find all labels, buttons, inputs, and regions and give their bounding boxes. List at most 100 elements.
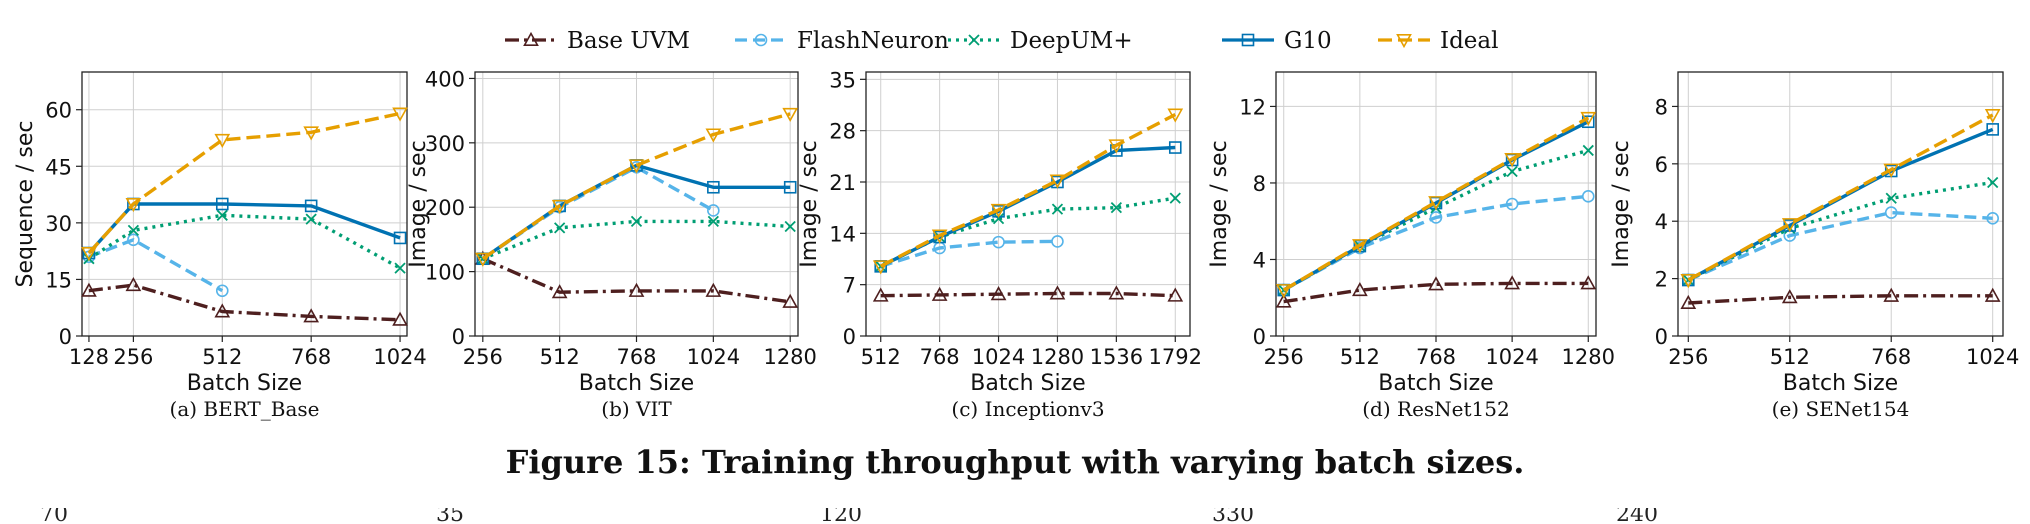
data-point-ideal [1428, 196, 1444, 211]
series-dum [875, 192, 1181, 272]
x-tick-label: 1024 [972, 345, 1025, 369]
data-point-base [1504, 275, 1520, 290]
y-tick-label: 4 [1655, 210, 1668, 234]
data-point-fn [127, 233, 140, 247]
y-tick-label: 60 [45, 99, 72, 123]
y-tick-label: 8 [1655, 95, 1668, 119]
data-point-fn [1505, 197, 1519, 211]
y-tick-label: 300 [425, 132, 465, 156]
data-point-dum [216, 209, 228, 221]
legend-label: G10 [1284, 28, 1332, 54]
series-fn [82, 233, 229, 298]
series-line-base [482, 257, 791, 304]
data-point-ideal [1781, 218, 1798, 233]
data-point-base [214, 303, 231, 318]
data-point-ideal [474, 252, 491, 267]
data-point-g10 [1986, 123, 1999, 136]
data-point-dum [992, 213, 1005, 225]
data-point-base [990, 286, 1007, 301]
data-point-g10 [393, 231, 407, 245]
x-tick-label: 1536 [1090, 345, 1143, 369]
y-tick-label: 0 [1655, 325, 1668, 349]
data-point-ideal [214, 133, 231, 149]
data-point-dum [1506, 165, 1518, 178]
x-tick-label: 768 [1871, 345, 1911, 369]
data-point-base [782, 293, 799, 308]
legend-marker-square [1241, 33, 1255, 47]
data-point-base [1428, 276, 1444, 291]
series-ideal [1680, 109, 2001, 289]
x-tick-label: 1024 [1485, 345, 1538, 369]
y-tick-label: 8 [1253, 172, 1266, 196]
subplot-caption: (c) Inceptionv3 [951, 397, 1104, 421]
y-axis-label: Image / sec [797, 140, 822, 267]
data-point-dum [784, 220, 796, 233]
data-point-base [931, 286, 948, 301]
data-point-fn [707, 204, 720, 217]
series-line-ideal [481, 112, 791, 261]
data-point-base [1275, 293, 1292, 308]
data-point-dum [1051, 203, 1064, 215]
data-point-g10 [783, 180, 797, 194]
next-figure-cropped-ticks: 70 35 120 330 240 [0, 508, 2030, 524]
legend: Base UVM FlashNeuron DeepUM+ G10 Ideal [505, 28, 1499, 54]
subplot-caption: (d) ResNet152 [1362, 397, 1509, 421]
data-point-dum [707, 215, 719, 228]
data-point-ideal [1580, 111, 1597, 127]
x-tick-label: 1280 [1562, 345, 1615, 369]
legend-marker-triangle-up [523, 31, 539, 47]
data-point-dum [554, 222, 566, 234]
legend-item: DeepUM+ [948, 28, 1133, 54]
series-base [474, 250, 799, 308]
data-point-base [628, 282, 645, 297]
y-axis-label: Sequence / sec [13, 120, 38, 287]
data-point-base [1167, 287, 1184, 302]
data-point-ideal [392, 107, 408, 122]
data-point-base [1883, 287, 1900, 302]
data-point-dum [1987, 176, 1999, 189]
series-line-base [1283, 281, 1589, 304]
legend-item: FlashNeuron [735, 28, 949, 54]
legend-label: Base UVM [567, 28, 690, 54]
series-line-g10 [1282, 120, 1590, 292]
data-point-dum [1885, 192, 1897, 204]
series-line-base [880, 291, 1176, 298]
x-tick-label: 256 [1668, 345, 1708, 369]
next-fig-tick: 35 [436, 508, 464, 524]
legend-marker-x [968, 34, 980, 46]
data-point-dum [1169, 192, 1181, 204]
y-tick-label: 21 [829, 171, 856, 195]
data-point-base [872, 287, 889, 302]
series-line-fn [880, 239, 1058, 268]
data-point-ideal [125, 198, 142, 213]
y-axis-label: Image / sec [1207, 140, 1232, 267]
series-base [1275, 275, 1597, 308]
series-line-fn [481, 165, 715, 261]
subplot-3: 0 7 14 21 28 35 512 768 1024 1280 1536 1792 Batch Si… [797, 68, 1202, 421]
data-point-ideal [705, 128, 722, 143]
series-base [1680, 287, 2001, 310]
x-tick-label: 256 [1264, 345, 1304, 369]
series-line-ideal [87, 111, 401, 255]
x-tick-label: 1280 [763, 345, 816, 369]
y-tick-label: 28 [829, 120, 856, 144]
series-base [872, 285, 1184, 302]
series-line-g10 [879, 145, 1176, 268]
data-point-dum [630, 215, 643, 228]
y-tick-label: 0 [843, 325, 856, 349]
axes-frame [81, 71, 408, 337]
x-tick-label: 512 [540, 345, 580, 369]
series-line-dum [87, 213, 401, 270]
x-tick-label: 256 [113, 345, 153, 369]
legend-marker-circle [754, 33, 768, 47]
y-tick-label: 400 [425, 67, 465, 91]
x-tick-label: 768 [920, 345, 960, 369]
data-point-ideal [1883, 163, 1900, 178]
y-tick-label: 100 [425, 261, 465, 285]
y-tick-label: 12 [1239, 95, 1266, 119]
data-point-g10 [304, 199, 318, 213]
x-axis-label: Batch Size [970, 371, 1085, 396]
series-ideal [1275, 111, 1597, 299]
y-tick-label: 2 [1655, 268, 1668, 292]
y-tick-label: 6 [1655, 153, 1668, 177]
